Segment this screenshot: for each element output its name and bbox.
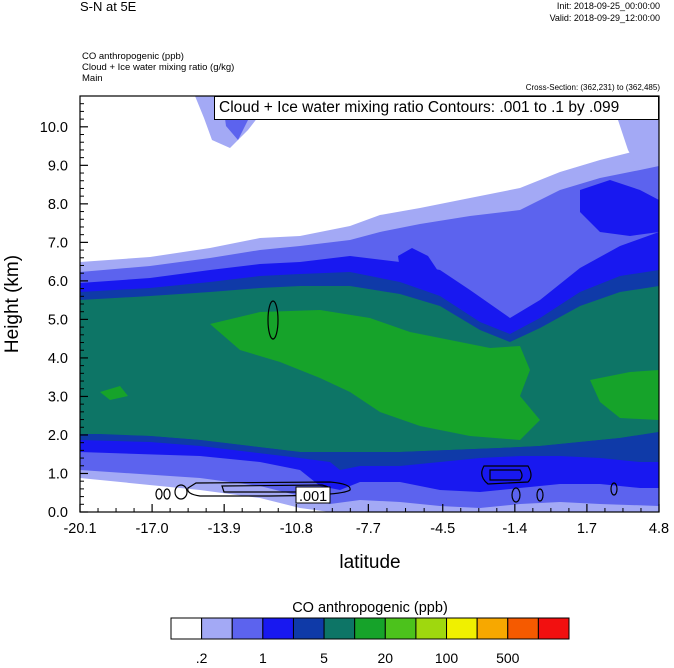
y-axis-title: Height (km) xyxy=(2,255,23,353)
colorbar-label: 1 xyxy=(259,650,267,666)
co-surface-level-0 xyxy=(80,478,330,512)
co-core-level-6 xyxy=(210,310,540,440)
cloud-contour xyxy=(610,482,618,496)
valid-time: Valid: 2018-09-29_12:00:00 xyxy=(549,13,660,23)
colorbar-swatch xyxy=(170,617,203,640)
colorbar-swatch xyxy=(292,617,325,640)
x-tick-label: -13.9 xyxy=(208,521,241,537)
colorbar-swatch xyxy=(354,617,386,640)
co-core-right-level-6 xyxy=(590,370,659,420)
contour-info-box: Cloud + Ice water mixing ratio Contours:… xyxy=(214,96,659,120)
y-tick-label: 2.0 xyxy=(48,428,68,444)
cloud-contour xyxy=(267,300,279,340)
x-tick-label: -17.0 xyxy=(136,521,169,537)
y-tick-label: 7.0 xyxy=(48,235,68,251)
plot-area xyxy=(80,96,659,512)
x-tick-label: -20.1 xyxy=(63,521,96,537)
cloud-contour xyxy=(536,488,544,502)
cloud-contour xyxy=(511,487,521,503)
contour-label-box xyxy=(295,486,331,504)
y-tick-label: 9.0 xyxy=(48,158,68,174)
cloud-contour xyxy=(163,488,171,500)
y-axis: 0.0 1.0 2.0 3.0 4.0 5.0 6.0 7.0 8.0 9.0 10.0 xyxy=(40,95,88,521)
colorbar-labels: .2 1 5 20 100 500 xyxy=(196,650,520,666)
plot-title: S-N at 5E xyxy=(80,0,137,14)
x-tick-label: -4.5 xyxy=(430,521,455,537)
colorbar-swatch xyxy=(262,617,294,640)
y-tick-label: 8.0 xyxy=(48,197,68,213)
co-patch-left-level-6 xyxy=(100,386,128,400)
colorbar-swatch xyxy=(384,617,417,640)
x-tick-label: 4.8 xyxy=(649,521,669,537)
colorbar-swatch xyxy=(446,617,478,640)
colorbar-title: CO anthropogenic (ppb) xyxy=(292,600,448,616)
y-tick-label: 3.0 xyxy=(48,389,68,405)
x-tick-label: -1.4 xyxy=(502,521,527,537)
field-label-co: CO anthropogenic (ppb) xyxy=(82,51,184,62)
y-tick-label: 1.0 xyxy=(48,466,68,482)
y-tick-label: 6.0 xyxy=(48,274,68,290)
colorbar-swatch xyxy=(415,617,448,640)
colorbar-swatch xyxy=(323,617,356,640)
cloud-contour xyxy=(155,488,163,500)
x-axis-title: latitude xyxy=(339,552,400,573)
y-tick-label: 5.0 xyxy=(48,312,68,328)
x-tick-label: 1.7 xyxy=(577,521,597,537)
init-time: Init: 2018-09-25_00:00:00 xyxy=(556,1,660,11)
co-upper-blob-level-3 xyxy=(398,248,440,288)
y-tick-label: 0.0 xyxy=(48,505,68,521)
colorbar-label: 100 xyxy=(435,650,459,666)
colorbar-swatch xyxy=(476,617,509,640)
colorbar-swatch xyxy=(507,617,539,640)
co-right-upper-level-3 xyxy=(580,180,659,236)
colorbar-label: 20 xyxy=(378,650,394,666)
colorbar-swatch xyxy=(231,617,264,640)
colorbar-label: .2 xyxy=(196,650,208,666)
colorbar-swatch xyxy=(537,617,570,640)
cross-section-label: Cross-Section: (362,231) to (362,485) xyxy=(525,83,660,92)
colorbar-label: 500 xyxy=(496,650,520,666)
colorbar xyxy=(170,617,570,640)
cloud-contour xyxy=(481,465,532,485)
contour-label: .001 xyxy=(299,489,327,505)
x-tick-label: -7.7 xyxy=(356,521,381,537)
field-label-main: Main xyxy=(82,73,103,84)
colorbar-swatch xyxy=(201,617,233,640)
y-tick-label: 10.0 xyxy=(40,120,68,136)
cloud-contour xyxy=(489,469,523,481)
colorbar-label: 5 xyxy=(320,650,328,666)
cloud-contour xyxy=(174,484,188,500)
x-axis: -20.1 -17.0 -13.9 -10.8 -7.7 -4.5 -1.4 1.7 4.8 xyxy=(63,504,669,537)
y-tick-label: 4.0 xyxy=(48,351,68,367)
field-label-cloud: Cloud + Ice water mixing ratio (g/kg) xyxy=(82,62,235,73)
x-tick-label: -10.8 xyxy=(280,521,313,537)
